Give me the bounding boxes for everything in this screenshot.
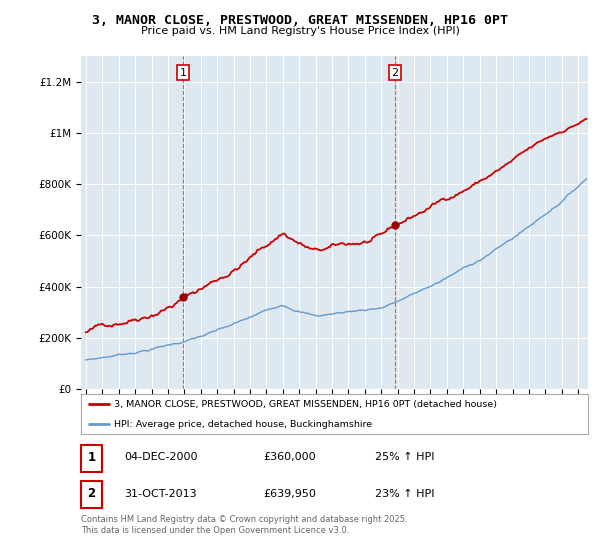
Text: 2: 2 [391,68,398,77]
Text: 1: 1 [88,451,96,464]
Bar [183,56,395,389]
Text: Price paid vs. HM Land Registry's House Price Index (HPI): Price paid vs. HM Land Registry's House … [140,26,460,36]
Text: 3, MANOR CLOSE, PRESTWOOD, GREAT MISSENDEN, HP16 0PT (detached house): 3, MANOR CLOSE, PRESTWOOD, GREAT MISSEND… [114,400,497,409]
FancyBboxPatch shape [81,481,102,508]
Text: HPI: Average price, detached house, Buckinghamshire: HPI: Average price, detached house, Buck… [114,420,372,429]
Text: 31-OCT-2013: 31-OCT-2013 [124,488,197,498]
Text: 25% ↑ HPI: 25% ↑ HPI [375,452,434,462]
Text: 23% ↑ HPI: 23% ↑ HPI [375,488,434,498]
Text: Contains HM Land Registry data © Crown copyright and database right 2025.
This d: Contains HM Land Registry data © Crown c… [81,515,407,535]
Text: 2: 2 [88,487,96,500]
Text: 1: 1 [179,68,187,77]
Text: £639,950: £639,950 [263,488,316,498]
Text: 04-DEC-2000: 04-DEC-2000 [124,452,197,462]
Text: £360,000: £360,000 [263,452,316,462]
Text: 3, MANOR CLOSE, PRESTWOOD, GREAT MISSENDEN, HP16 0PT: 3, MANOR CLOSE, PRESTWOOD, GREAT MISSEND… [92,14,508,27]
FancyBboxPatch shape [81,445,102,472]
